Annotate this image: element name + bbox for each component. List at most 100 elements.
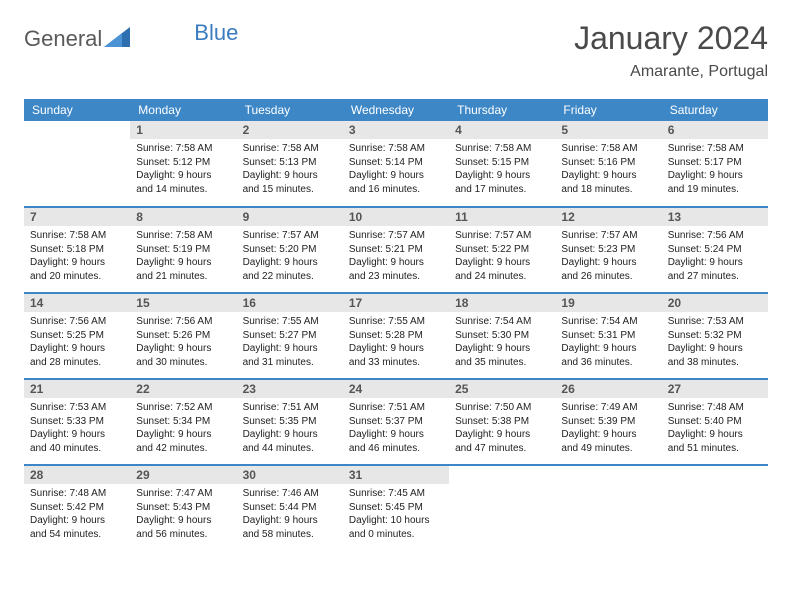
calendar-table: SundayMondayTuesdayWednesdayThursdayFrid… <box>24 99 768 551</box>
calendar-cell: 4Sunrise: 7:58 AMSunset: 5:15 PMDaylight… <box>449 121 555 207</box>
day-number: 6 <box>662 121 768 139</box>
calendar-cell: 5Sunrise: 7:58 AMSunset: 5:16 PMDaylight… <box>555 121 661 207</box>
day-number: 11 <box>449 208 555 226</box>
calendar-cell: 10Sunrise: 7:57 AMSunset: 5:21 PMDayligh… <box>343 207 449 293</box>
day-number: 7 <box>24 208 130 226</box>
calendar-cell: 27Sunrise: 7:48 AMSunset: 5:40 PMDayligh… <box>662 379 768 465</box>
calendar-cell: 24Sunrise: 7:51 AMSunset: 5:37 PMDayligh… <box>343 379 449 465</box>
day-details: Sunrise: 7:54 AMSunset: 5:31 PMDaylight:… <box>555 312 661 373</box>
day-details: Sunrise: 7:51 AMSunset: 5:37 PMDaylight:… <box>343 398 449 459</box>
day-number: 29 <box>130 466 236 484</box>
day-number: 25 <box>449 380 555 398</box>
day-number: 24 <box>343 380 449 398</box>
day-details: Sunrise: 7:58 AMSunset: 5:18 PMDaylight:… <box>24 226 130 287</box>
logo-triangle-icon <box>104 27 130 52</box>
calendar-row: 7Sunrise: 7:58 AMSunset: 5:18 PMDaylight… <box>24 207 768 293</box>
day-details: Sunrise: 7:55 AMSunset: 5:28 PMDaylight:… <box>343 312 449 373</box>
day-details: Sunrise: 7:58 AMSunset: 5:19 PMDaylight:… <box>130 226 236 287</box>
day-number: 13 <box>662 208 768 226</box>
day-number: 8 <box>130 208 236 226</box>
day-details: Sunrise: 7:48 AMSunset: 5:42 PMDaylight:… <box>24 484 130 545</box>
day-number: 20 <box>662 294 768 312</box>
day-details: Sunrise: 7:57 AMSunset: 5:21 PMDaylight:… <box>343 226 449 287</box>
day-number: 27 <box>662 380 768 398</box>
calendar-cell: 29Sunrise: 7:47 AMSunset: 5:43 PMDayligh… <box>130 465 236 551</box>
day-details: Sunrise: 7:46 AMSunset: 5:44 PMDaylight:… <box>237 484 343 545</box>
day-number: 30 <box>237 466 343 484</box>
calendar-row: 28Sunrise: 7:48 AMSunset: 5:42 PMDayligh… <box>24 465 768 551</box>
logo: General Blue <box>24 26 238 52</box>
day-details: Sunrise: 7:55 AMSunset: 5:27 PMDaylight:… <box>237 312 343 373</box>
day-details: Sunrise: 7:56 AMSunset: 5:24 PMDaylight:… <box>662 226 768 287</box>
day-details: Sunrise: 7:54 AMSunset: 5:30 PMDaylight:… <box>449 312 555 373</box>
day-number: 1 <box>130 121 236 139</box>
weekday-header: Thursday <box>449 99 555 121</box>
day-details: Sunrise: 7:57 AMSunset: 5:22 PMDaylight:… <box>449 226 555 287</box>
calendar-cell: 18Sunrise: 7:54 AMSunset: 5:30 PMDayligh… <box>449 293 555 379</box>
calendar-cell: 16Sunrise: 7:55 AMSunset: 5:27 PMDayligh… <box>237 293 343 379</box>
weekday-header: Friday <box>555 99 661 121</box>
calendar-cell: 2Sunrise: 7:58 AMSunset: 5:13 PMDaylight… <box>237 121 343 207</box>
calendar-cell: 13Sunrise: 7:56 AMSunset: 5:24 PMDayligh… <box>662 207 768 293</box>
weekday-header: Sunday <box>24 99 130 121</box>
logo-text-2: Blue <box>194 20 238 46</box>
weekday-header: Tuesday <box>237 99 343 121</box>
day-number: 26 <box>555 380 661 398</box>
page-subtitle: Amarante, Portugal <box>574 63 768 81</box>
calendar-cell: 6Sunrise: 7:58 AMSunset: 5:17 PMDaylight… <box>662 121 768 207</box>
day-number: 10 <box>343 208 449 226</box>
day-number: 5 <box>555 121 661 139</box>
day-details: Sunrise: 7:48 AMSunset: 5:40 PMDaylight:… <box>662 398 768 459</box>
page-title: January 2024 <box>574 20 768 57</box>
day-details: Sunrise: 7:56 AMSunset: 5:25 PMDaylight:… <box>24 312 130 373</box>
weekday-header: Monday <box>130 99 236 121</box>
calendar-body: ..1Sunrise: 7:58 AMSunset: 5:12 PMDaylig… <box>24 121 768 551</box>
calendar-cell: 25Sunrise: 7:50 AMSunset: 5:38 PMDayligh… <box>449 379 555 465</box>
calendar-cell: 21Sunrise: 7:53 AMSunset: 5:33 PMDayligh… <box>24 379 130 465</box>
day-number: 16 <box>237 294 343 312</box>
page-header: General Blue January 2024 Amarante, Port… <box>24 20 768 81</box>
calendar-cell: 23Sunrise: 7:51 AMSunset: 5:35 PMDayligh… <box>237 379 343 465</box>
logo-text-1: General <box>24 26 102 52</box>
calendar-row: ..1Sunrise: 7:58 AMSunset: 5:12 PMDaylig… <box>24 121 768 207</box>
day-details: Sunrise: 7:52 AMSunset: 5:34 PMDaylight:… <box>130 398 236 459</box>
calendar-cell: 9Sunrise: 7:57 AMSunset: 5:20 PMDaylight… <box>237 207 343 293</box>
title-block: January 2024 Amarante, Portugal <box>574 20 768 81</box>
day-number: 21 <box>24 380 130 398</box>
day-number: 4 <box>449 121 555 139</box>
day-details: Sunrise: 7:47 AMSunset: 5:43 PMDaylight:… <box>130 484 236 545</box>
calendar-cell: 12Sunrise: 7:57 AMSunset: 5:23 PMDayligh… <box>555 207 661 293</box>
day-details: Sunrise: 7:51 AMSunset: 5:35 PMDaylight:… <box>237 398 343 459</box>
calendar-cell: 7Sunrise: 7:58 AMSunset: 5:18 PMDaylight… <box>24 207 130 293</box>
day-number: 15 <box>130 294 236 312</box>
calendar-cell: 8Sunrise: 7:58 AMSunset: 5:19 PMDaylight… <box>130 207 236 293</box>
calendar-row: 14Sunrise: 7:56 AMSunset: 5:25 PMDayligh… <box>24 293 768 379</box>
day-details: Sunrise: 7:58 AMSunset: 5:14 PMDaylight:… <box>343 139 449 200</box>
day-details: Sunrise: 7:49 AMSunset: 5:39 PMDaylight:… <box>555 398 661 459</box>
calendar-cell: 20Sunrise: 7:53 AMSunset: 5:32 PMDayligh… <box>662 293 768 379</box>
day-details: Sunrise: 7:58 AMSunset: 5:15 PMDaylight:… <box>449 139 555 200</box>
day-details: Sunrise: 7:57 AMSunset: 5:20 PMDaylight:… <box>237 226 343 287</box>
day-details: Sunrise: 7:58 AMSunset: 5:12 PMDaylight:… <box>130 139 236 200</box>
weekday-header: Saturday <box>662 99 768 121</box>
day-details: Sunrise: 7:53 AMSunset: 5:33 PMDaylight:… <box>24 398 130 459</box>
calendar-cell: .. <box>24 121 130 207</box>
calendar-cell: 19Sunrise: 7:54 AMSunset: 5:31 PMDayligh… <box>555 293 661 379</box>
day-number: 2 <box>237 121 343 139</box>
day-details: Sunrise: 7:50 AMSunset: 5:38 PMDaylight:… <box>449 398 555 459</box>
day-details: Sunrise: 7:58 AMSunset: 5:16 PMDaylight:… <box>555 139 661 200</box>
day-details: Sunrise: 7:57 AMSunset: 5:23 PMDaylight:… <box>555 226 661 287</box>
calendar-cell: 22Sunrise: 7:52 AMSunset: 5:34 PMDayligh… <box>130 379 236 465</box>
day-number: 31 <box>343 466 449 484</box>
calendar-cell: .. <box>449 465 555 551</box>
day-number: 17 <box>343 294 449 312</box>
day-details: Sunrise: 7:45 AMSunset: 5:45 PMDaylight:… <box>343 484 449 545</box>
calendar-cell: 17Sunrise: 7:55 AMSunset: 5:28 PMDayligh… <box>343 293 449 379</box>
calendar-cell: 14Sunrise: 7:56 AMSunset: 5:25 PMDayligh… <box>24 293 130 379</box>
calendar-cell: .. <box>555 465 661 551</box>
day-number: 3 <box>343 121 449 139</box>
calendar-cell: 28Sunrise: 7:48 AMSunset: 5:42 PMDayligh… <box>24 465 130 551</box>
calendar-cell: 1Sunrise: 7:58 AMSunset: 5:12 PMDaylight… <box>130 121 236 207</box>
day-number: 19 <box>555 294 661 312</box>
day-details: Sunrise: 7:56 AMSunset: 5:26 PMDaylight:… <box>130 312 236 373</box>
